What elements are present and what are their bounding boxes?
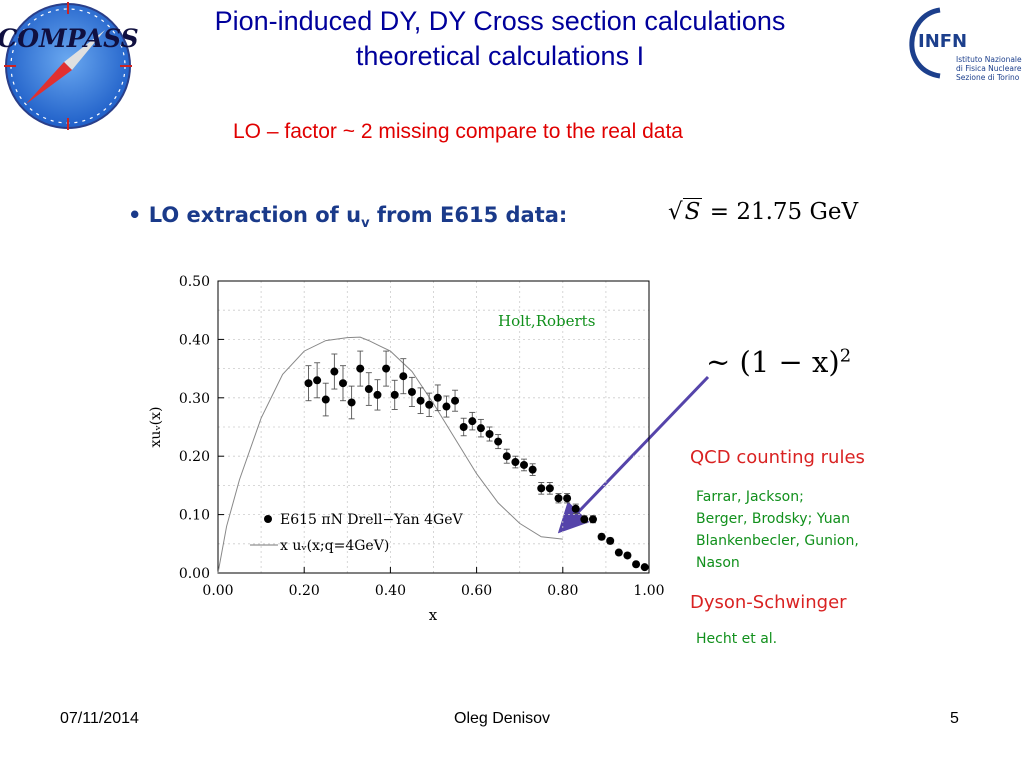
footer-page-number: 5 xyxy=(950,710,959,727)
data-point xyxy=(502,452,511,461)
legend-marker-dot xyxy=(264,515,272,523)
data-point xyxy=(338,379,347,388)
compass-logo: COMPASS xyxy=(0,2,138,130)
data-point xyxy=(511,458,520,467)
series-line-theory xyxy=(217,336,563,574)
data-point xyxy=(520,460,529,469)
counting-rule-base: ~ (1 − x) xyxy=(706,345,840,379)
data-point xyxy=(588,515,597,524)
y-tick-label: 0.20 xyxy=(179,449,210,465)
data-point xyxy=(321,395,330,404)
x-axis-label: x xyxy=(429,606,438,624)
data-point xyxy=(494,437,503,446)
qcd-ref-2: Berger, Brodsky; Yuan xyxy=(696,511,851,527)
data-point xyxy=(606,536,615,545)
data-point xyxy=(451,396,460,405)
plot-frame xyxy=(217,280,650,574)
bullet-subscript: v xyxy=(361,216,370,232)
annotation-holt-roberts: Holt,Roberts xyxy=(498,312,595,330)
data-point xyxy=(390,390,399,399)
data-point xyxy=(554,494,563,503)
compass-logo-text: COMPASS xyxy=(0,24,138,53)
data-point xyxy=(485,430,494,439)
slide-subtitle: LO – factor ~ 2 missing compare to the r… xyxy=(233,120,683,143)
title-line-1: Pion-induced DY, DY Cross section calcul… xyxy=(214,6,786,36)
bullet-lo-extraction: • LO extraction of uv from E615 data: xyxy=(128,203,567,231)
data-point xyxy=(640,563,649,572)
data-point xyxy=(382,364,391,373)
data-point xyxy=(580,515,589,524)
x-tick-label: 0.00 xyxy=(202,583,233,599)
infn-logo: INFN Istituto Nazionale di Fisica Nuclea… xyxy=(909,7,1022,82)
y-tick-label: 0.00 xyxy=(179,566,210,582)
y-axis-label: xuᵥ(x) xyxy=(148,407,164,448)
footer-date: 07/11/2014 xyxy=(60,710,139,727)
x-tick-label: 0.80 xyxy=(547,583,578,599)
footer-author: Oleg Denisov xyxy=(454,710,551,727)
bullet-text: • LO extraction of u xyxy=(128,203,362,227)
data-point xyxy=(632,560,641,569)
infn-logo-sub-2: di Fisica Nucleare xyxy=(956,64,1022,73)
data-point xyxy=(399,372,408,381)
data-point xyxy=(571,504,580,513)
title-line-2: theoretical calculations I xyxy=(355,41,645,71)
legend-label-data: E615 πN Drell−Yan 4GeV xyxy=(280,512,464,528)
y-tick-label: 0.40 xyxy=(179,332,210,348)
data-point xyxy=(425,400,434,409)
data-point xyxy=(373,390,382,399)
counting-rule-exponent: 2 xyxy=(839,345,852,367)
qcd-references: Farrar, Jackson; Berger, Brodsky; Yuan B… xyxy=(696,486,859,574)
infn-logo-text: INFN xyxy=(918,31,967,52)
y-tick-label: 0.10 xyxy=(179,508,210,524)
data-point xyxy=(545,484,554,493)
data-point xyxy=(476,424,485,433)
data-point xyxy=(563,494,572,503)
chart-legend: E615 πN Drell−Yan 4GeV x uᵥ(x;q=4GeV) xyxy=(250,512,464,554)
slide-title: Pion-induced DY, DY Cross section calcul… xyxy=(120,4,880,74)
qcd-counting-title: QCD counting rules xyxy=(690,447,865,468)
dyson-schwinger-reference: Hecht et al. xyxy=(696,631,778,647)
data-point xyxy=(330,367,339,376)
data-point xyxy=(623,551,632,560)
data-point xyxy=(433,393,442,402)
data-point xyxy=(537,484,546,493)
data-point xyxy=(347,398,356,407)
data-point xyxy=(597,532,606,541)
pointer-arrow xyxy=(557,375,710,534)
qcd-ref-1: Farrar, Jackson; xyxy=(696,489,804,505)
data-point xyxy=(468,417,477,426)
qcd-ref-4: Nason xyxy=(696,555,740,571)
data-point xyxy=(416,396,425,405)
data-point xyxy=(313,376,322,385)
data-point xyxy=(364,385,373,394)
data-point xyxy=(442,402,451,411)
infn-logo-sub-1: Istituto Nazionale xyxy=(956,55,1022,64)
x-tick-label: 0.60 xyxy=(461,583,492,599)
data-point xyxy=(356,364,365,373)
uv-distribution-chart: 0.00 0.20 0.40 0.60 0.80 1.00 0.00 0.10 0.20 0.3… xyxy=(148,274,665,624)
sqrt-s-formula: √S = 21.75 GeV xyxy=(668,198,859,225)
x-tick-label: 1.00 xyxy=(633,583,664,599)
y-tick-label: 0.50 xyxy=(179,274,210,290)
data-point xyxy=(407,387,416,396)
data-point xyxy=(614,548,623,557)
counting-rule-formula: ~ (1 − x)2 xyxy=(706,345,851,379)
data-point xyxy=(459,423,468,431)
sqrt-s-value: = 21.75 GeV xyxy=(709,199,859,225)
y-tick-label: 0.30 xyxy=(179,391,210,407)
data-point xyxy=(304,379,313,388)
infn-logo-sub-3: Sezione di Torino xyxy=(956,73,1020,82)
qcd-ref-3: Blankenbecler, Gunion, xyxy=(696,533,859,549)
legend-label-curve: x uᵥ(x;q=4GeV) xyxy=(280,538,389,554)
x-tick-label: 0.40 xyxy=(375,583,406,599)
bullet-tail: from E615 data: xyxy=(369,203,568,227)
x-tick-label: 0.20 xyxy=(289,583,320,599)
dyson-schwinger-title: Dyson-Schwinger xyxy=(690,592,847,613)
sqrt-s-radicand: S xyxy=(682,198,703,225)
data-point xyxy=(528,465,537,474)
